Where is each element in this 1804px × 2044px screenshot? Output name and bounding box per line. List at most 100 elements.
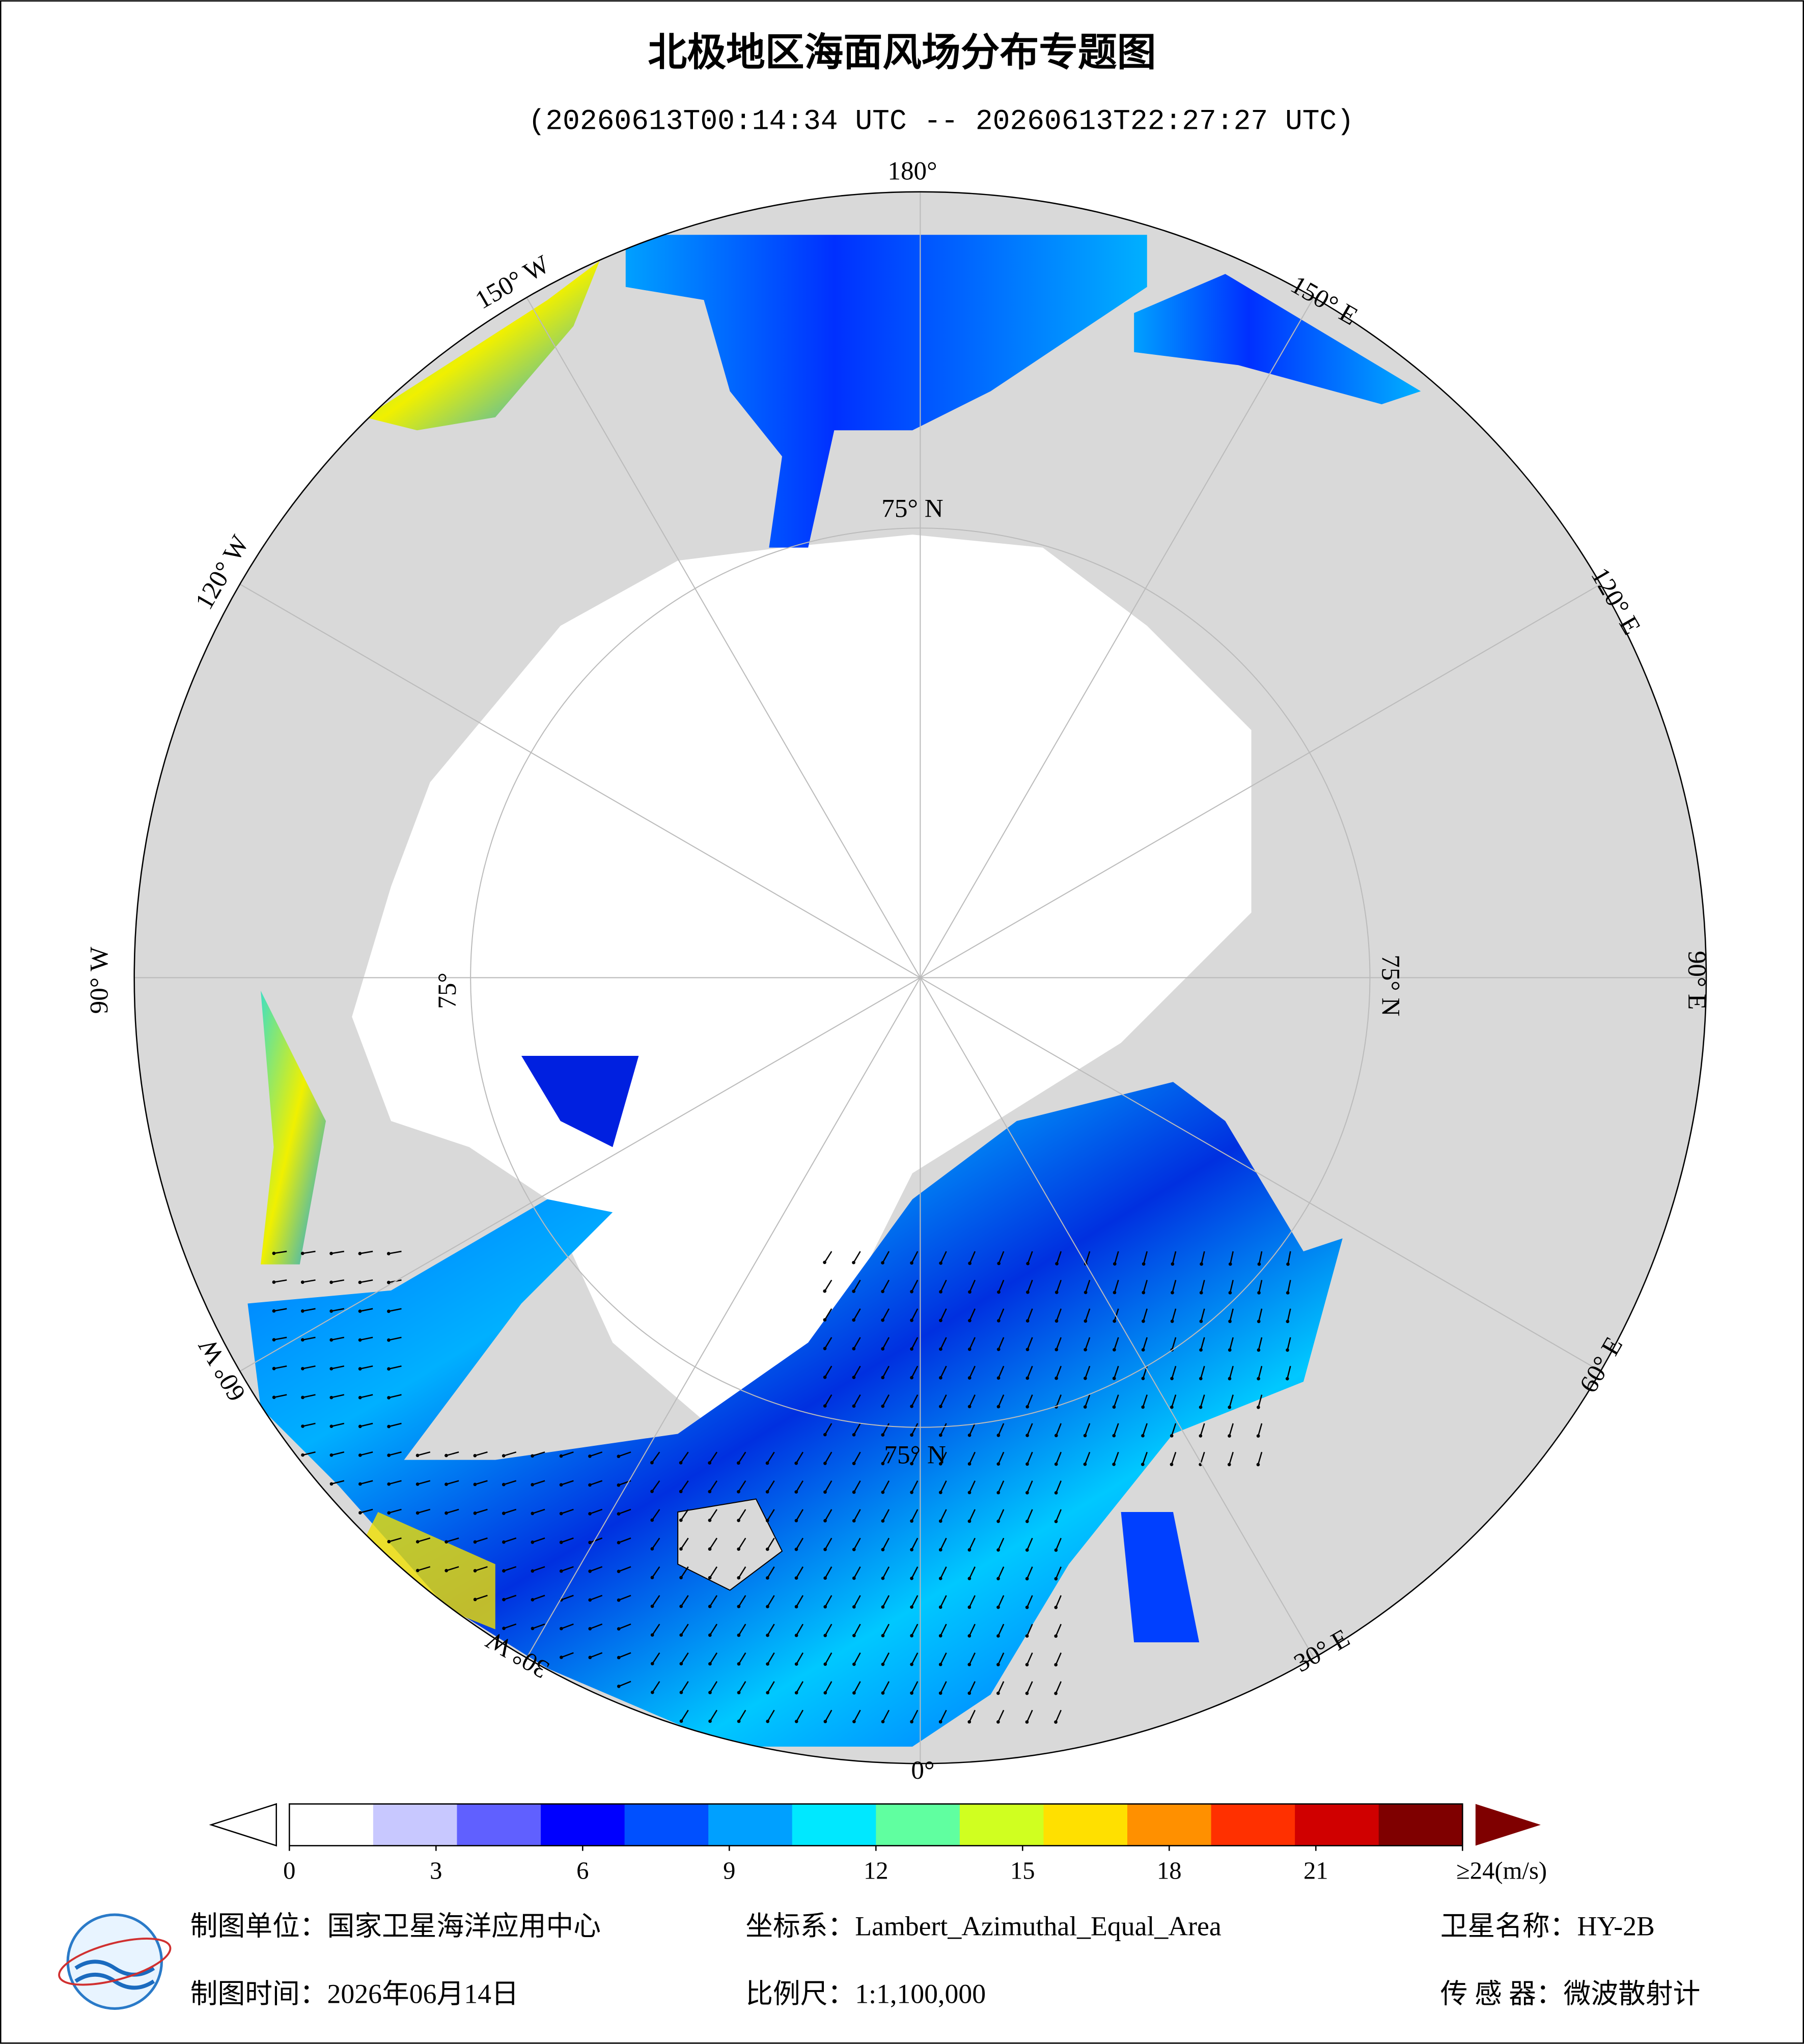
wind-arrow-head	[996, 1348, 1001, 1351]
wind-arrow-head	[823, 1519, 827, 1523]
wind-arrow	[767, 1480, 775, 1493]
wind-arrow	[359, 1279, 373, 1283]
wind-arrow-head	[1170, 1463, 1174, 1466]
wind-arrow	[1229, 1451, 1234, 1465]
wind-arrow	[1172, 1280, 1177, 1293]
wind-arrow-head	[358, 1367, 362, 1371]
wind-arrow-head	[300, 1309, 304, 1313]
wind-arrow-head	[650, 1490, 654, 1493]
wind-arrow-head	[415, 1453, 420, 1458]
wind-arrow	[331, 1365, 345, 1369]
wind-arrow	[359, 1451, 373, 1456]
wind-arrow	[360, 1508, 373, 1514]
wind-arrow-head	[1025, 1319, 1030, 1323]
wind-arrow-head	[301, 1424, 304, 1428]
wind-arrow	[503, 1537, 517, 1543]
wind-arrow	[1113, 1451, 1119, 1465]
colorbar-segment	[541, 1804, 625, 1846]
wind-arrow-head	[560, 1656, 563, 1659]
lat-label: 75° N	[1376, 955, 1405, 1016]
wind-arrow	[997, 1595, 1005, 1608]
wind-arrow-head	[559, 1541, 563, 1544]
wind-arrow	[680, 1681, 689, 1693]
wind-arrow	[1114, 1251, 1119, 1264]
graticule	[134, 191, 1707, 1764]
wind-arrow-head	[387, 1539, 391, 1544]
wind-arrow-head	[967, 1519, 972, 1523]
wind-arrow	[853, 1623, 861, 1636]
wind-arrow	[475, 1594, 488, 1601]
wind-arrow-head	[1025, 1462, 1029, 1466]
wind-arrow-head	[881, 1261, 884, 1265]
wind-arrow-head	[910, 1720, 913, 1724]
wind-arrow	[940, 1595, 947, 1608]
wind-arrow	[940, 1710, 947, 1722]
wind-arrow	[680, 1509, 689, 1521]
wind-arrow-head	[910, 1462, 913, 1466]
wind-arrow-head	[650, 1518, 654, 1522]
wind-arrow-head	[473, 1453, 477, 1458]
wind-arrow	[1200, 1365, 1205, 1379]
wind-arrow	[853, 1451, 861, 1464]
wind-arrow	[1200, 1337, 1205, 1351]
wind-arrow-head	[910, 1261, 913, 1265]
wind-arrow	[388, 1365, 402, 1370]
wind-arrow-head	[1257, 1291, 1261, 1295]
wind-arrow-head	[737, 1547, 740, 1551]
wind-arrow	[302, 1451, 316, 1456]
wind-arrow-head	[852, 1634, 856, 1638]
wind-arrow	[1113, 1365, 1119, 1379]
wind-arrow-head	[997, 1290, 1001, 1294]
wind-arrow-head	[272, 1366, 276, 1370]
wind-arrow-head	[445, 1540, 448, 1544]
wind-arrow-head	[852, 1433, 856, 1437]
wind-arrow	[824, 1652, 832, 1665]
wind-arrow	[1258, 1394, 1263, 1408]
wind-arrow	[882, 1308, 890, 1321]
wind-arrow-head	[617, 1598, 621, 1602]
wind-arrow	[709, 1537, 718, 1550]
wind-arrow-head	[910, 1519, 913, 1523]
wind-arrow-head	[473, 1511, 477, 1515]
wind-arrow-head	[996, 1548, 1000, 1552]
wind-arrow-head	[617, 1627, 621, 1631]
wind-arrow-head	[794, 1605, 798, 1609]
wind-arrow-head	[301, 1367, 304, 1370]
colorbar-segment	[708, 1804, 793, 1846]
wind-arrow	[331, 1480, 345, 1485]
wind-field-bering	[1134, 274, 1421, 405]
wind-arrow	[738, 1623, 746, 1636]
wind-arrow	[997, 1537, 1005, 1551]
wind-arrow-head	[881, 1519, 885, 1523]
wind-arrow	[709, 1509, 718, 1521]
wind-arrow	[767, 1566, 775, 1579]
wind-arrow	[795, 1509, 804, 1521]
wind-arrow	[1056, 1423, 1062, 1436]
wind-arrow-head	[737, 1605, 741, 1608]
wind-arrow-head	[881, 1490, 885, 1494]
wind-arrow	[882, 1365, 890, 1378]
wind-arrow-head	[852, 1605, 856, 1609]
wind-field-pacific	[625, 235, 1147, 548]
wind-arrow	[1114, 1279, 1119, 1293]
wind-arrow	[1114, 1308, 1119, 1322]
wind-arrow	[1143, 1280, 1148, 1293]
wind-arrow-head	[1054, 1691, 1058, 1695]
wind-arrow	[590, 1566, 603, 1572]
wind-arrow	[1200, 1308, 1205, 1322]
wind-arrow	[824, 1308, 832, 1321]
wind-arrow	[331, 1250, 345, 1254]
wind-arrow-head	[938, 1720, 942, 1724]
wind-arrow-head	[881, 1433, 885, 1437]
wind-arrow	[882, 1423, 890, 1436]
wind-arrow-head	[766, 1633, 769, 1637]
wind-arrow-head	[881, 1318, 884, 1322]
wind-arrow	[709, 1480, 718, 1492]
wind-arrow	[618, 1594, 631, 1601]
wind-arrow-head	[910, 1290, 913, 1294]
wind-arrow-head	[1084, 1291, 1088, 1295]
wind-arrow-head	[358, 1511, 362, 1515]
colorbar-tick-label: 9	[723, 1857, 735, 1884]
wind-arrow	[475, 1508, 488, 1514]
wind-arrow-head	[852, 1404, 856, 1408]
